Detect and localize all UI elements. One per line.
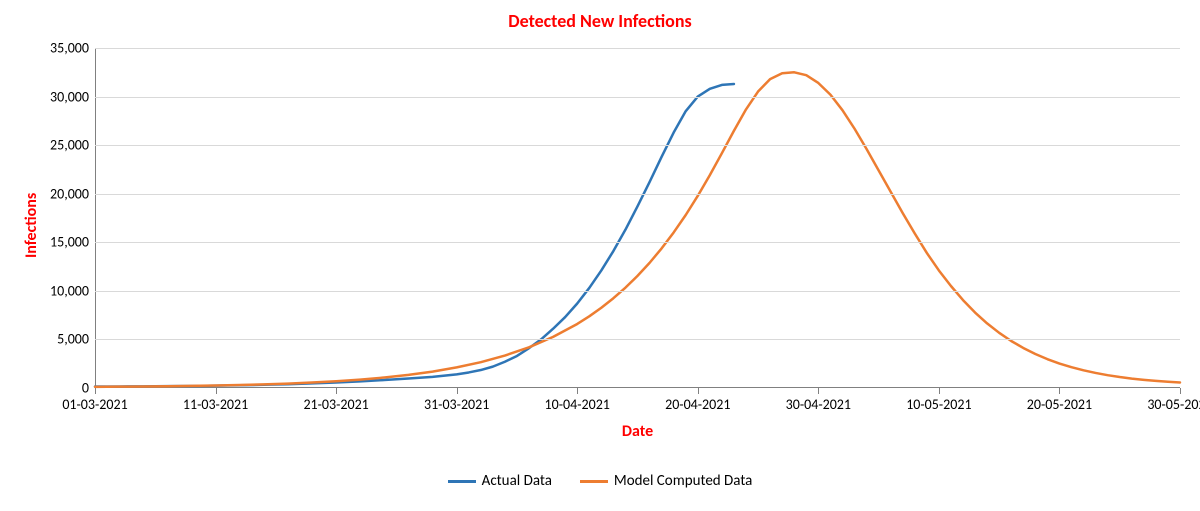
x-tick-label: 30-04-2021	[786, 388, 851, 413]
legend-item: Model Computed Data	[580, 472, 752, 490]
x-tick-label: 11-03-2021	[183, 388, 248, 413]
gridline	[95, 145, 1180, 146]
y-tick-label: 10,000	[50, 282, 95, 299]
chart-lines-svg	[95, 48, 1180, 388]
x-tick-label: 10-04-2021	[545, 388, 610, 413]
gridline	[95, 48, 1180, 49]
y-tick-label: 30,000	[50, 88, 95, 105]
chart-container: Detected New Infections Infections Date …	[0, 0, 1200, 511]
x-axis-title: Date	[95, 422, 1180, 441]
y-tick-label: 15,000	[50, 234, 95, 251]
legend-swatch	[448, 480, 476, 483]
x-tick-label: 21-03-2021	[303, 388, 368, 413]
legend-label: Model Computed Data	[614, 472, 752, 490]
gridline	[95, 339, 1180, 340]
x-tick-label: 10-05-2021	[906, 388, 971, 413]
x-tick-label: 20-05-2021	[1027, 388, 1092, 413]
y-tick-label: 35,000	[50, 40, 95, 57]
gridline	[95, 242, 1180, 243]
gridline	[95, 97, 1180, 98]
x-tick-label: 31-03-2021	[424, 388, 489, 413]
legend: Actual Data Model Computed Data	[0, 472, 1200, 490]
y-tick-label: 20,000	[50, 185, 95, 202]
series-line	[95, 84, 734, 387]
y-tick-label: 25,000	[50, 137, 95, 154]
y-axis-title: Infections	[22, 193, 41, 258]
gridline	[95, 291, 1180, 292]
gridline	[95, 194, 1180, 195]
chart-title: Detected New Infections	[0, 10, 1200, 32]
y-tick-label: 5,000	[57, 331, 95, 348]
x-tick-label: 30-05-2021	[1147, 388, 1200, 413]
x-tick-label: 01-03-2021	[62, 388, 127, 413]
legend-item: Actual Data	[448, 472, 552, 490]
x-tick-label: 20-04-2021	[665, 388, 730, 413]
legend-swatch	[580, 480, 608, 483]
plot-area: 05,00010,00015,00020,00025,00030,00035,0…	[95, 48, 1180, 388]
legend-label: Actual Data	[482, 472, 552, 490]
